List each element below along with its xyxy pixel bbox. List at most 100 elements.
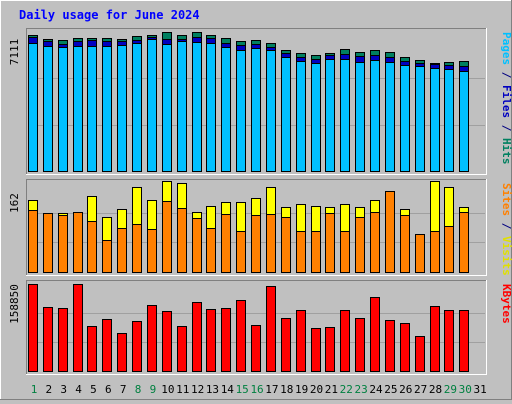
bar-pages — [459, 71, 469, 172]
day-axis: 1 2 3 4 5 6 7 8 9 10 11 12 13 14 15 16 17 18 19 20 21 22 23 24 2… — [31, 383, 487, 396]
right-label-part: Files — [500, 85, 512, 118]
bar-sites — [325, 213, 335, 273]
bar-kbytes — [415, 336, 425, 372]
bar-sites — [400, 215, 410, 273]
bar-sites — [430, 231, 440, 273]
bar-kbytes — [206, 309, 216, 372]
bar-pages — [370, 60, 380, 172]
bar-kbytes — [400, 323, 410, 372]
bar-pages — [177, 41, 187, 172]
panel-visits: 162 Sites / Visits — [8, 179, 512, 276]
bar-kbytes — [192, 302, 202, 372]
day-label: 25 — [384, 383, 397, 396]
bar-sites — [147, 229, 157, 273]
day-label: 11 — [176, 383, 189, 396]
bar-sites — [415, 234, 425, 273]
right-label-part: Sites — [500, 183, 512, 216]
day-label: 23 — [355, 383, 368, 396]
bar-sites — [43, 213, 53, 273]
bar-pages — [355, 62, 365, 172]
day-label: 28 — [429, 383, 442, 396]
bar-kbytes — [385, 320, 395, 372]
bar-pages — [444, 69, 454, 172]
bar-kbytes — [73, 284, 83, 372]
day-label: 16 — [250, 383, 263, 396]
bar-pages — [340, 59, 350, 172]
bar-sites — [340, 231, 350, 273]
bar-pages — [206, 43, 216, 172]
bar-kbytes — [266, 286, 276, 372]
bar-pages — [221, 47, 231, 172]
bar-pages — [236, 50, 246, 172]
bar-sites — [459, 212, 469, 273]
bar-kbytes — [459, 310, 469, 372]
bar-pages — [325, 59, 335, 172]
bar-sites — [251, 215, 261, 273]
bar-kbytes — [147, 305, 157, 372]
bar-pages — [266, 50, 276, 172]
day-label: 8 — [135, 383, 142, 396]
day-label: 19 — [295, 383, 308, 396]
bar-kbytes — [43, 307, 53, 372]
bar-pages — [28, 43, 38, 172]
bar-kbytes — [162, 311, 172, 372]
chart-title: Daily usage for June 2024 — [19, 8, 200, 22]
bar-kbytes — [251, 325, 261, 372]
day-label: 4 — [75, 383, 82, 396]
day-label: 18 — [280, 383, 293, 396]
bar-pages — [87, 46, 97, 172]
day-label: 12 — [191, 383, 204, 396]
bar-kbytes — [430, 306, 440, 372]
day-label: 10 — [161, 383, 174, 396]
bar-pages — [117, 45, 127, 172]
bar-pages — [385, 62, 395, 172]
day-label: 24 — [369, 383, 383, 396]
bar-sites — [370, 212, 380, 273]
day-label: 21 — [325, 383, 338, 396]
y-max-label: 158850 — [8, 284, 21, 324]
day-label: 20 — [310, 383, 323, 396]
bar-kbytes — [296, 310, 306, 372]
day-label: 14 — [221, 383, 235, 396]
bar-pages — [147, 39, 157, 172]
bar-kbytes — [221, 308, 231, 372]
day-label: 5 — [90, 383, 97, 396]
day-label: 13 — [206, 383, 219, 396]
right-label-part: Visits — [500, 236, 512, 276]
bar-sites — [58, 215, 68, 273]
bar-sites — [206, 228, 216, 273]
bar-kbytes — [281, 318, 291, 372]
y-max-label: 7111 — [8, 39, 21, 66]
day-label: 15 — [236, 383, 249, 396]
bar-kbytes — [325, 327, 335, 372]
bar-sites — [192, 218, 202, 273]
right-label-part: / — [500, 118, 512, 138]
bar-sites — [355, 217, 365, 273]
bar-kbytes — [370, 297, 380, 372]
bar-kbytes — [177, 326, 187, 372]
bar-kbytes — [444, 310, 454, 372]
y-max-label: 162 — [8, 193, 21, 213]
bar-pages — [415, 66, 425, 172]
bar-pages — [296, 61, 306, 172]
bar-sites — [444, 226, 454, 273]
bar-sites — [385, 191, 395, 273]
day-label: 27 — [414, 383, 427, 396]
bar-pages — [192, 42, 202, 172]
bar-kbytes — [58, 308, 68, 372]
right-label: KBytes — [500, 284, 512, 324]
right-label: Sites / Visits — [500, 183, 512, 276]
bar-sites — [236, 231, 246, 273]
right-label: Pages / Files / Hits — [500, 32, 512, 165]
bar-pages — [132, 43, 142, 172]
bar-kbytes — [311, 328, 321, 372]
bar-pages — [281, 57, 291, 172]
bar-sites — [221, 214, 231, 273]
bar-kbytes — [102, 319, 112, 372]
bar-sites — [102, 240, 112, 273]
day-label: 31 — [474, 383, 487, 396]
day-label: 26 — [399, 383, 412, 396]
day-label: 29 — [444, 383, 457, 396]
bar-sites — [117, 228, 127, 273]
